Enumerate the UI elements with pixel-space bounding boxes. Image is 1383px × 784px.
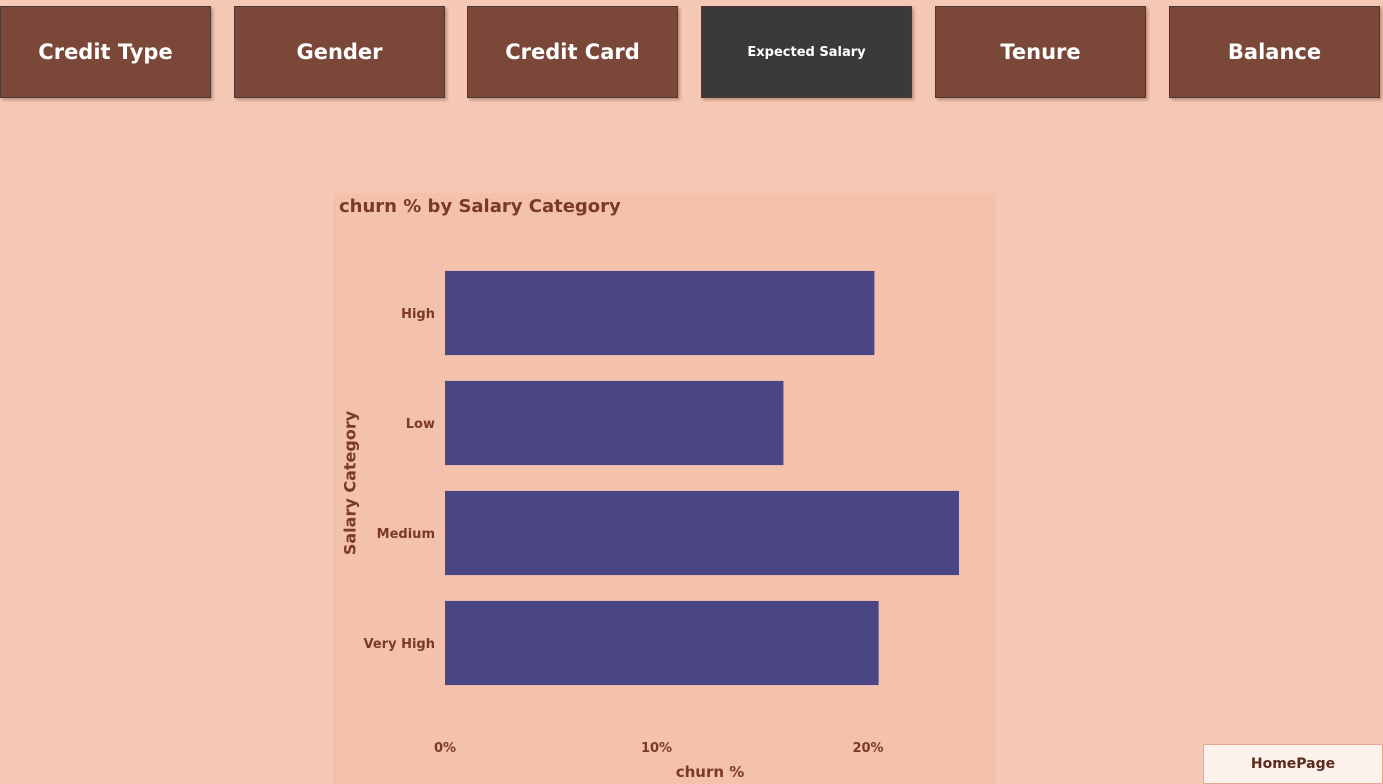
- x-tick-label: 0%: [434, 741, 456, 756]
- y-tick-label: Low: [406, 417, 435, 432]
- bar-very-high[interactable]: [445, 600, 879, 686]
- nav-button-tenure[interactable]: Tenure: [935, 6, 1146, 98]
- churn-by-salary-chart: churn % by Salary Category Salary Catego…: [333, 193, 996, 784]
- nav-button-expected-salary[interactable]: Expected Salary: [701, 6, 912, 98]
- chart-plot-area: High Low Medium Very High 0% 10% 20%: [364, 270, 959, 756]
- nav-button-balance[interactable]: Balance: [1169, 6, 1380, 98]
- bar-low[interactable]: [445, 380, 784, 466]
- homepage-button[interactable]: HomePage: [1203, 744, 1383, 784]
- chart-title: churn % by Salary Category: [339, 196, 621, 217]
- y-tick-label: Very High: [364, 637, 435, 652]
- x-tick-label: 10%: [641, 741, 672, 756]
- bar-high[interactable]: [445, 270, 875, 356]
- top-navigation: Credit Type Gender Credit Card Expected …: [0, 0, 1383, 110]
- x-axis-title: churn %: [675, 763, 745, 781]
- nav-button-credit-type[interactable]: Credit Type: [0, 6, 211, 98]
- y-tick-label: Medium: [377, 527, 435, 542]
- x-tick-label: 20%: [852, 741, 883, 756]
- nav-button-gender[interactable]: Gender: [234, 6, 445, 98]
- nav-button-credit-card[interactable]: Credit Card: [467, 6, 678, 98]
- bar-medium[interactable]: [445, 490, 959, 576]
- y-tick-label: High: [401, 307, 435, 322]
